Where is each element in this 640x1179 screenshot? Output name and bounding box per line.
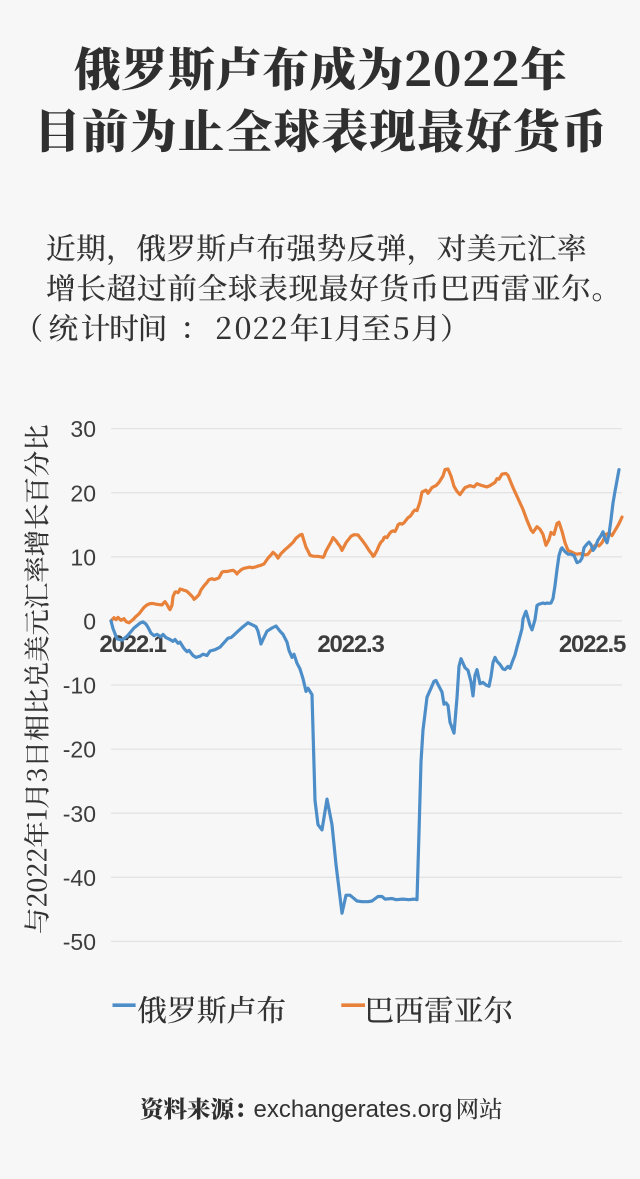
svg-text:-50: -50 <box>63 929 96 955</box>
svg-text:-20: -20 <box>63 737 96 763</box>
svg-text:30: 30 <box>70 416 96 442</box>
svg-text:-40: -40 <box>63 865 96 891</box>
svg-text:2022.5: 2022.5 <box>559 631 626 658</box>
svg-text:-30: -30 <box>63 801 96 827</box>
svg-text:2022.3: 2022.3 <box>317 631 384 658</box>
svg-text:0: 0 <box>83 609 96 635</box>
svg-text:10: 10 <box>70 544 96 570</box>
svg-text:-10: -10 <box>63 673 96 699</box>
svg-text:20: 20 <box>70 480 96 506</box>
svg-text:exchangerates.org: exchangerates.org <box>254 1096 453 1123</box>
